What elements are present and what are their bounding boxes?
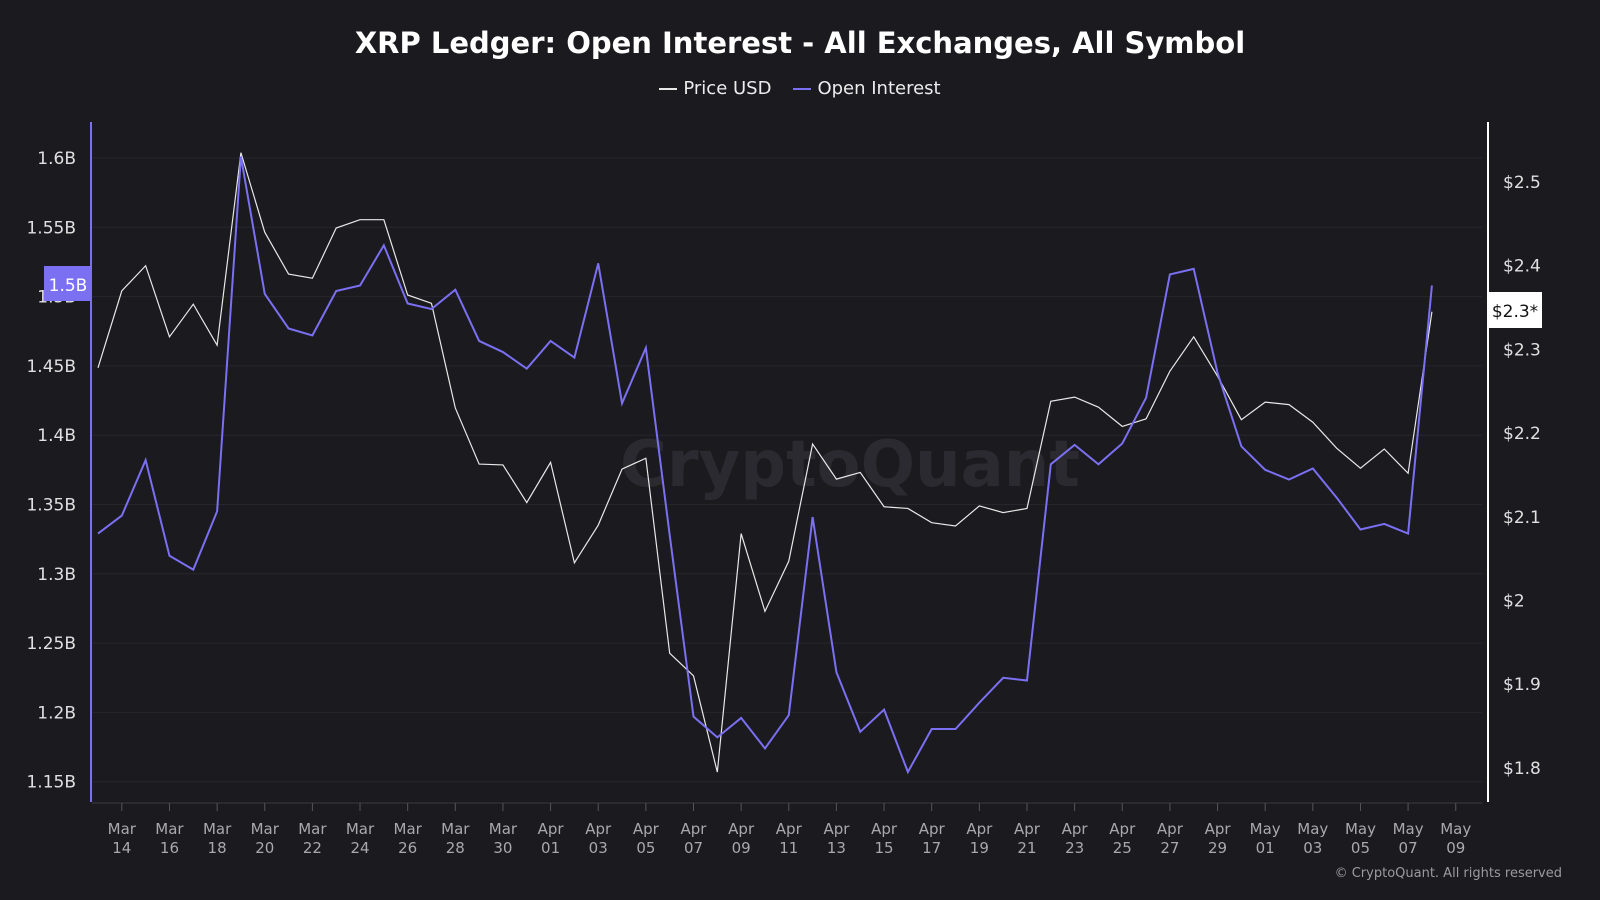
x-tick-label-month: Mar bbox=[441, 820, 470, 838]
left-tick-label: 1.25B bbox=[26, 634, 76, 654]
left-tick-label: 1.45B bbox=[26, 357, 76, 377]
x-tick-label-month: Apr bbox=[1109, 820, 1136, 838]
left-tick-label: 1.35B bbox=[26, 496, 76, 516]
x-tick-label-month: Mar bbox=[251, 820, 280, 838]
x-tick-label-day: 27 bbox=[1160, 839, 1179, 857]
x-tick-label-day: 23 bbox=[1065, 839, 1084, 857]
x-tick-label-month: Mar bbox=[108, 820, 137, 838]
x-tick-label-day: 28 bbox=[446, 839, 465, 857]
open-interest-line bbox=[97, 156, 1433, 775]
x-tick-label-month: Mar bbox=[489, 820, 518, 838]
x-tick-label-month: May bbox=[1393, 820, 1424, 838]
copyright: © CryptoQuant. All rights reserved bbox=[1334, 866, 1562, 881]
x-tick-label-day: 16 bbox=[160, 839, 179, 857]
x-tick-label-month: Mar bbox=[346, 820, 375, 838]
x-tick-label-day: 21 bbox=[1017, 839, 1036, 857]
x-tick-label-month: Apr bbox=[966, 820, 993, 838]
x-tick-label-month: Apr bbox=[728, 820, 755, 838]
x-tick-label-month: Apr bbox=[1014, 820, 1041, 838]
left-tick-label: 1.55B bbox=[26, 218, 76, 238]
x-tick-label-day: 09 bbox=[732, 839, 751, 857]
x-tick-label-month: Apr bbox=[1157, 820, 1184, 838]
x-tick-label-day: 05 bbox=[1351, 839, 1370, 857]
x-tick-label-month: May bbox=[1250, 820, 1281, 838]
right-current-value: $2.3* bbox=[1492, 302, 1538, 322]
x-tick-label-day: 17 bbox=[922, 839, 941, 857]
x-tick-label-day: 11 bbox=[779, 839, 798, 857]
x-tick-label-month: May bbox=[1440, 820, 1471, 838]
x-tick-label-day: 22 bbox=[303, 839, 322, 857]
x-tick-label-day: 07 bbox=[1399, 839, 1418, 857]
x-tick-label-month: Apr bbox=[776, 820, 803, 838]
x-tick-label-month: Mar bbox=[155, 820, 184, 838]
right-tick-label: $2.3 bbox=[1503, 340, 1541, 360]
x-tick-label-month: Apr bbox=[871, 820, 898, 838]
x-tick-label-month: Apr bbox=[919, 820, 946, 838]
x-tick-label-day: 03 bbox=[1303, 839, 1322, 857]
x-tick-label-day: 01 bbox=[541, 839, 560, 857]
x-tick-label-day: 13 bbox=[827, 839, 846, 857]
x-tick-label-day: 05 bbox=[636, 839, 655, 857]
right-tick-label: $2.4 bbox=[1503, 257, 1541, 277]
x-tick-label-day: 03 bbox=[589, 839, 608, 857]
x-tick-label-month: Mar bbox=[394, 820, 423, 838]
x-tick-label-month: Apr bbox=[681, 820, 708, 838]
x-tick-label-day: 18 bbox=[208, 839, 227, 857]
left-tick-label: 1.15B bbox=[26, 773, 76, 793]
x-tick-label-day: 25 bbox=[1113, 839, 1132, 857]
legend: Price USD Open Interest bbox=[0, 78, 1600, 99]
x-tick-label-day: 29 bbox=[1208, 839, 1227, 857]
x-tick-label-day: 14 bbox=[112, 839, 131, 857]
x-tick-label-day: 01 bbox=[1256, 839, 1275, 857]
left-tick-label: 1.6B bbox=[37, 149, 76, 169]
x-tick-label-month: Apr bbox=[1205, 820, 1232, 838]
right-current-badge bbox=[1488, 292, 1542, 328]
x-tick-label-day: 24 bbox=[350, 839, 369, 857]
x-tick-label-month: Apr bbox=[633, 820, 660, 838]
x-tick-label-day: 30 bbox=[493, 839, 512, 857]
x-tick-label-month: May bbox=[1345, 820, 1376, 838]
right-tick-label: $1.8 bbox=[1503, 759, 1541, 779]
chart-title: XRP Ledger: Open Interest - All Exchange… bbox=[354, 26, 1246, 60]
left-tick-label: 1.3B bbox=[37, 565, 76, 585]
left-tick-label: 1.4B bbox=[37, 426, 76, 446]
legend-swatch-open-interest bbox=[793, 87, 812, 90]
right-tick-label: $2.2 bbox=[1503, 424, 1541, 444]
x-tick-label-day: 26 bbox=[398, 839, 417, 857]
right-tick-label: $2.1 bbox=[1503, 508, 1541, 528]
left-current-value: 1.5B bbox=[49, 276, 88, 296]
watermark: CryptoQuant bbox=[620, 428, 1080, 502]
legend-swatch-price bbox=[659, 87, 678, 90]
price-usd-line bbox=[97, 152, 1433, 773]
x-tick-label-month: Apr bbox=[823, 820, 850, 838]
right-tick-label: $1.9 bbox=[1503, 675, 1541, 695]
legend-label-open-interest: Open Interest bbox=[817, 78, 941, 99]
x-tick-label-day: 19 bbox=[970, 839, 989, 857]
left-tick-label: 1.2B bbox=[37, 703, 76, 723]
legend-item-price[interactable]: Price USD bbox=[659, 78, 771, 99]
x-tick-label-day: 15 bbox=[875, 839, 894, 857]
legend-item-open-interest[interactable]: Open Interest bbox=[793, 78, 941, 99]
x-tick-label-month: Apr bbox=[1062, 820, 1089, 838]
x-tick-label-month: Mar bbox=[298, 820, 327, 838]
right-tick-label: $2.5 bbox=[1503, 173, 1541, 193]
x-tick-label-day: 09 bbox=[1446, 839, 1465, 857]
x-tick-label-month: Apr bbox=[585, 820, 612, 838]
x-tick-label-day: 07 bbox=[684, 839, 703, 857]
x-tick-label-month: Mar bbox=[203, 820, 232, 838]
x-tick-label-month: May bbox=[1297, 820, 1328, 838]
legend-label-price: Price USD bbox=[683, 78, 772, 99]
right-tick-label: $2 bbox=[1503, 592, 1525, 612]
x-tick-label-month: Apr bbox=[538, 820, 565, 838]
x-tick-label-day: 20 bbox=[255, 839, 274, 857]
left-current-badge bbox=[44, 266, 91, 301]
